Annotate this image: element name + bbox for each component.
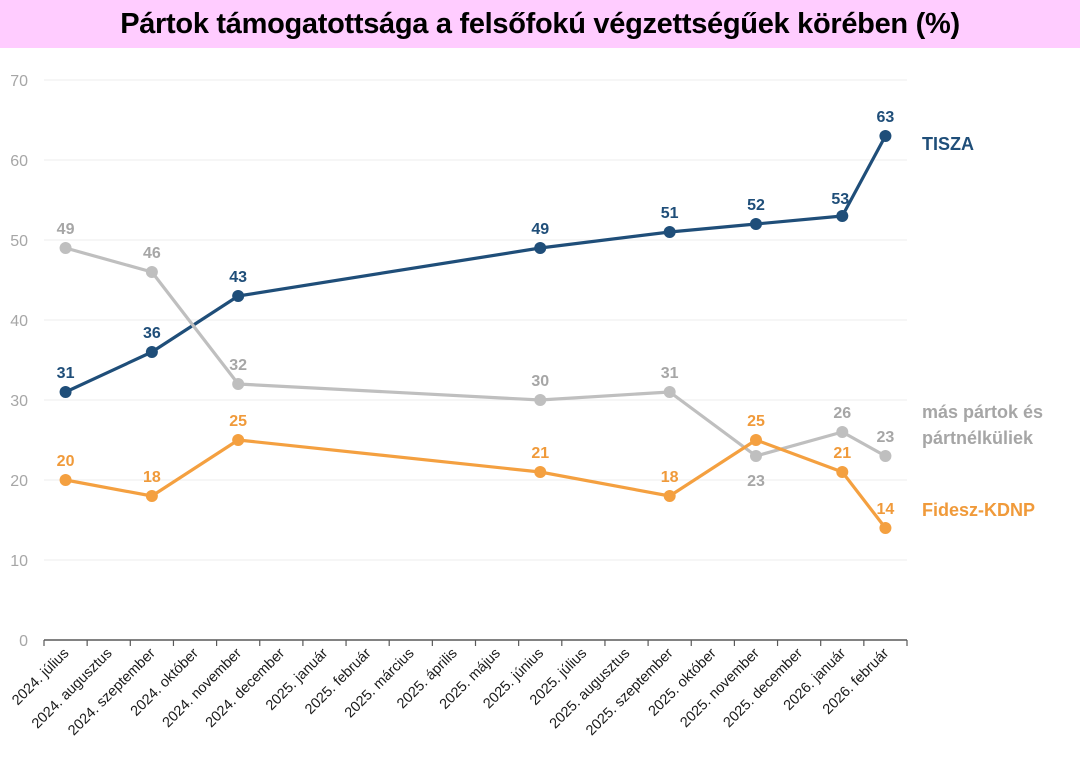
data-label: 51: [661, 205, 679, 222]
data-label: 20: [57, 453, 75, 470]
data-point: [534, 394, 547, 406]
data-point: [749, 434, 762, 446]
data-point: [232, 290, 245, 302]
data-label: 31: [661, 365, 679, 382]
x-tick-label: 2025. november: [677, 645, 763, 731]
y-tick-label: 0: [19, 633, 28, 650]
data-point: [836, 426, 849, 438]
y-tick-label: 10: [10, 553, 28, 570]
x-tick-label: 2025. december: [721, 645, 807, 731]
series-name-label: pártnélküliek: [922, 428, 1034, 448]
data-label: 32: [229, 357, 247, 374]
data-point: [663, 490, 676, 502]
series-name-label: Fidesz-KDNP: [922, 500, 1035, 520]
data-label: 49: [531, 221, 549, 238]
title-bar: Pártok támogatottsága a felsőfokú végzet…: [0, 0, 1080, 48]
x-tick-label: 2025. augusztus: [547, 646, 634, 733]
data-point: [879, 450, 892, 462]
x-tick-label: 2024. november: [160, 645, 246, 731]
data-point: [749, 450, 762, 462]
data-point: [534, 242, 547, 254]
y-tick-label: 60: [10, 153, 28, 170]
data-label: 43: [229, 269, 247, 286]
data-label: 53: [831, 191, 849, 208]
gridlines: [44, 79, 907, 561]
data-label: 21: [531, 445, 549, 462]
data-label: 18: [143, 469, 161, 486]
data-label: 46: [143, 245, 161, 262]
y-tick-label: 70: [10, 73, 28, 90]
y-tick-label: 30: [10, 393, 28, 410]
series-line-0: [64, 135, 887, 394]
data-point: [836, 210, 849, 222]
data-point: [663, 226, 676, 238]
chart-title: Pártok támogatottsága a felsőfokú végzet…: [120, 7, 960, 40]
x-tick-label: 2024. augusztus: [29, 646, 116, 733]
data-label: 25: [747, 413, 765, 430]
y-axis: 0 10 20 30 40 50 60 70: [10, 73, 28, 650]
series-points: [59, 130, 892, 534]
data-point: [836, 466, 849, 478]
data-point: [232, 434, 245, 446]
y-tick-label: 50: [10, 233, 28, 250]
data-point: [879, 130, 892, 142]
data-label: 49: [57, 221, 75, 238]
data-label: 26: [833, 405, 851, 422]
data-label: 36: [143, 325, 161, 342]
data-label: 30: [531, 373, 549, 390]
data-point: [145, 346, 158, 358]
data-label: 23: [877, 429, 895, 446]
series-line-1: [65, 246, 887, 458]
data-point: [59, 474, 72, 486]
data-point: [145, 266, 158, 278]
data-labels: 31 36 43 49 51 52 53 63 49 46 32 30 31 23 26 23 20 18 25 21…: [57, 109, 895, 518]
data-point: [59, 386, 72, 398]
data-point: [145, 490, 158, 502]
data-label: 63: [877, 109, 895, 126]
data-label: 21: [833, 445, 851, 462]
series-names: TISZA más pártok és pártnélküliek Fidesz-KD…: [922, 134, 1043, 520]
data-point: [749, 218, 762, 230]
data-label: 52: [747, 197, 765, 214]
y-tick-label: 20: [10, 473, 28, 490]
data-label: 18: [661, 469, 679, 486]
data-label: 25: [229, 413, 247, 430]
series-line-2: [65, 438, 887, 529]
data-point: [232, 378, 245, 390]
data-point: [534, 466, 547, 478]
series-name-label: TISZA: [922, 134, 974, 154]
series-name-label: más pártok és: [922, 402, 1043, 422]
data-label: 23: [747, 473, 765, 490]
data-label: 14: [877, 501, 895, 518]
data-point: [663, 386, 676, 398]
data-point: [879, 522, 892, 534]
data-label: 31: [57, 365, 75, 382]
y-tick-label: 40: [10, 313, 28, 330]
series-lines: [64, 135, 887, 529]
data-point: [59, 242, 72, 254]
x-tick-label: 2024. december: [203, 645, 289, 731]
